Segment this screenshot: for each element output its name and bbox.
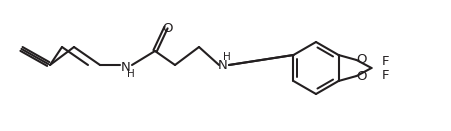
Text: F: F: [381, 54, 388, 67]
Text: O: O: [355, 53, 366, 66]
Text: H: H: [127, 69, 134, 79]
Text: H: H: [223, 52, 230, 62]
Text: F: F: [381, 69, 388, 81]
Text: O: O: [162, 21, 173, 34]
Text: N: N: [121, 61, 131, 73]
Text: N: N: [218, 59, 227, 72]
Text: O: O: [355, 70, 366, 83]
